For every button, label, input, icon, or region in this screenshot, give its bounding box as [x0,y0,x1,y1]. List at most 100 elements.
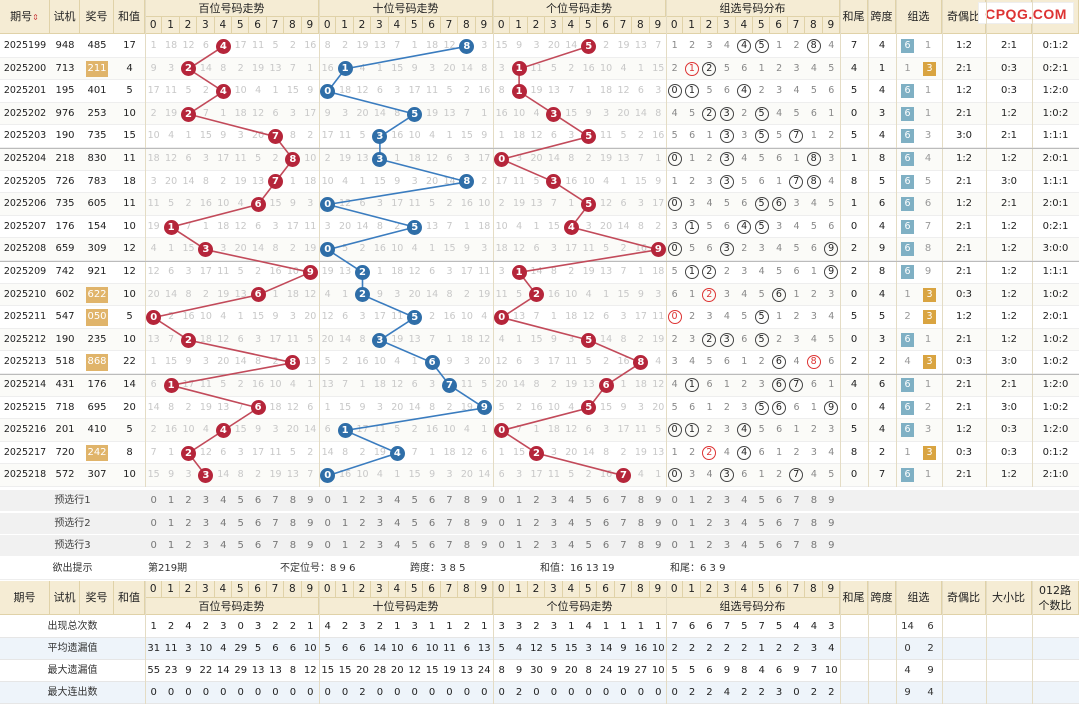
preselect-digit[interactable]: 4 [741,517,748,529]
preselect-digit[interactable]: 4 [568,495,575,506]
preselect-digit[interactable]: 0 [498,495,505,506]
preselect-digit[interactable]: 8 [463,517,471,529]
preselect-digit[interactable]: 9 [655,517,662,529]
preselect-digit[interactable]: 7 [272,495,279,506]
site-logo[interactable]: CPQG.COM [978,2,1074,24]
preselect-digit[interactable]: 1 [341,540,349,551]
preselect-digit[interactable]: 2 [359,540,366,551]
preselect-digit[interactable]: 8 [289,540,297,551]
preselect-digit[interactable]: 0 [150,540,157,551]
preselect-digit[interactable]: 7 [793,495,800,506]
preselect-digit[interactable]: 8 [463,495,471,506]
preselect-digit[interactable]: 9 [481,540,488,551]
preselect-digit[interactable]: 7 [793,517,800,529]
preselect-digit[interactable]: 9 [481,495,488,506]
preselect-digit[interactable]: 9 [828,540,835,551]
preselect-digit[interactable]: 0 [150,495,157,506]
preselect-digit[interactable]: 4 [741,495,748,506]
preselect-digit[interactable]: 0 [324,495,331,506]
preselect-digit[interactable]: 3 [376,540,384,551]
preselect-digit[interactable]: 3 [376,517,384,529]
preselect-digit[interactable]: 2 [706,540,713,551]
preselect-digit[interactable]: 6 [428,517,436,529]
preselect-digit[interactable]: 7 [446,495,453,506]
preselect-digit[interactable]: 5 [758,517,765,529]
preselect-digit[interactable]: 0 [498,517,505,529]
preselect-digit[interactable]: 4 [741,540,748,551]
preselect-digit[interactable]: 6 [254,495,262,506]
preselect-digit[interactable]: 1 [167,495,175,506]
preselect-digit[interactable]: 5 [585,517,592,529]
preselect-digit[interactable]: 3 [723,540,731,551]
preselect-digit[interactable]: 2 [706,517,713,529]
preselect-digit[interactable]: 1 [515,517,523,529]
preselect-digit[interactable]: 1 [688,540,696,551]
preselect-digit[interactable]: 9 [307,540,314,551]
preselect-digit[interactable]: 9 [481,517,488,529]
preselect-digit[interactable]: 1 [515,495,523,506]
preselect-digit[interactable]: 2 [185,495,192,506]
preselect-digit[interactable]: 5 [237,495,244,506]
preselect-digit[interactable]: 7 [272,540,279,551]
preselect-digit[interactable]: 6 [775,517,783,529]
preselect-digit[interactable]: 0 [498,540,505,551]
preselect-digit[interactable]: 2 [359,517,366,529]
preselect-digit[interactable]: 5 [411,517,418,529]
preselect-digit[interactable]: 9 [828,517,835,529]
preselect-digit[interactable]: 6 [602,517,610,529]
preselect-digit[interactable]: 9 [307,495,314,506]
preselect-digit[interactable]: 4 [568,517,575,529]
preselect-digit[interactable]: 5 [758,540,765,551]
preselect-digit[interactable]: 7 [446,517,453,529]
preselect-digit[interactable]: 8 [637,540,645,551]
period-header[interactable]: 期号⇕ [0,0,50,34]
preselect-digit[interactable]: 5 [411,540,418,551]
preselect-digit[interactable]: 4 [394,540,401,551]
preselect-digit[interactable]: 7 [620,540,627,551]
preselect-digit[interactable]: 5 [411,495,418,506]
preselect-digit[interactable]: 1 [167,540,175,551]
preselect-digit[interactable]: 0 [324,540,331,551]
preselect-digit[interactable]: 1 [688,495,696,506]
preselect-digit[interactable]: 3 [202,517,210,529]
preselect-digit[interactable]: 2 [359,495,366,506]
preselect-digit[interactable]: 8 [810,495,818,506]
preselect-digit[interactable]: 7 [272,517,279,529]
preselect-digit[interactable]: 7 [793,540,800,551]
preselect-digit[interactable]: 5 [758,495,765,506]
preselect-digit[interactable]: 4 [220,517,227,529]
preselect-digit[interactable]: 3 [202,540,210,551]
preselect-digit[interactable]: 3 [202,495,210,506]
preselect-digit[interactable]: 6 [602,495,610,506]
preselect-digit[interactable]: 5 [585,540,592,551]
preselect-digit[interactable]: 6 [428,540,436,551]
preselect-digit[interactable]: 3 [550,495,558,506]
preselect-digit[interactable]: 6 [254,540,262,551]
preselect-digit[interactable]: 8 [289,517,297,529]
preselect-digit[interactable]: 4 [394,517,401,529]
preselect-digit[interactable]: 5 [237,540,244,551]
preselect-digit[interactable]: 5 [585,495,592,506]
preselect-digit[interactable]: 6 [775,540,783,551]
preselect-digit[interactable]: 2 [185,517,192,529]
preselect-digit[interactable]: 2 [533,517,540,529]
preselect-digit[interactable]: 5 [237,517,244,529]
preselect-digit[interactable]: 9 [655,495,662,506]
preselect-digit[interactable]: 3 [376,495,384,506]
preselect-digit[interactable]: 9 [828,495,835,506]
preselect-digit[interactable]: 9 [655,540,662,551]
preselect-digit[interactable]: 7 [620,495,627,506]
preselect-digit[interactable]: 2 [533,540,540,551]
preselect-digit[interactable]: 2 [533,495,540,506]
preselect-digit[interactable]: 3 [550,517,558,529]
preselect-digit[interactable]: 1 [688,517,696,529]
preselect-digit[interactable]: 8 [637,517,645,529]
preselect-digit[interactable]: 8 [810,540,818,551]
preselect-digit[interactable]: 3 [723,517,731,529]
preselect-digit[interactable]: 2 [706,495,713,506]
preselect-digit[interactable]: 0 [671,495,678,506]
preselect-digit[interactable]: 3 [550,540,558,551]
preselect-digit[interactable]: 6 [775,495,783,506]
preselect-digit[interactable]: 1 [341,495,349,506]
preselect-digit[interactable]: 8 [289,495,297,506]
